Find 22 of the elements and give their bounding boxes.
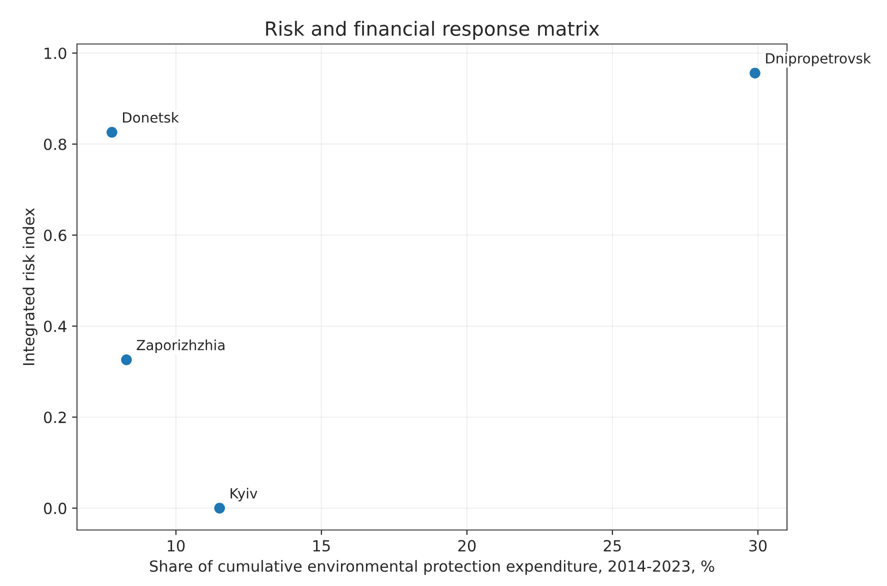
y-tick-label: 0.4 [44,320,66,332]
y-tick-label: 0.0 [44,502,66,514]
x-axis-title: Share of cumulative environmental protection expenditure, 2014-2023, % [150,560,714,575]
x-tick-label: 10 [168,540,185,552]
y-tick-label: 0.6 [44,230,66,242]
annotation: Zaporizhzhia [136,340,224,353]
annotation: Dnipropetrovsk [766,52,871,66]
x-tick-label: 15 [313,540,330,552]
y-tick-label: 0.2 [44,412,66,424]
point [121,354,132,366]
y-tick-label: 0.8 [44,138,66,150]
annotation: Kyiv [230,488,258,502]
point [106,126,118,138]
y-axis-title: Integrated risk index [22,208,38,365]
chart-title: Risk and financial response matrix [266,20,600,40]
x-tick-label: 25 [604,540,621,552]
point [750,68,760,79]
annotation: Donetsk [123,112,179,123]
x-tick-label: 30 [749,540,767,552]
point [214,502,225,514]
y-tick-label: 1.0 [44,48,66,60]
x-tick-label: 20 [458,540,476,552]
